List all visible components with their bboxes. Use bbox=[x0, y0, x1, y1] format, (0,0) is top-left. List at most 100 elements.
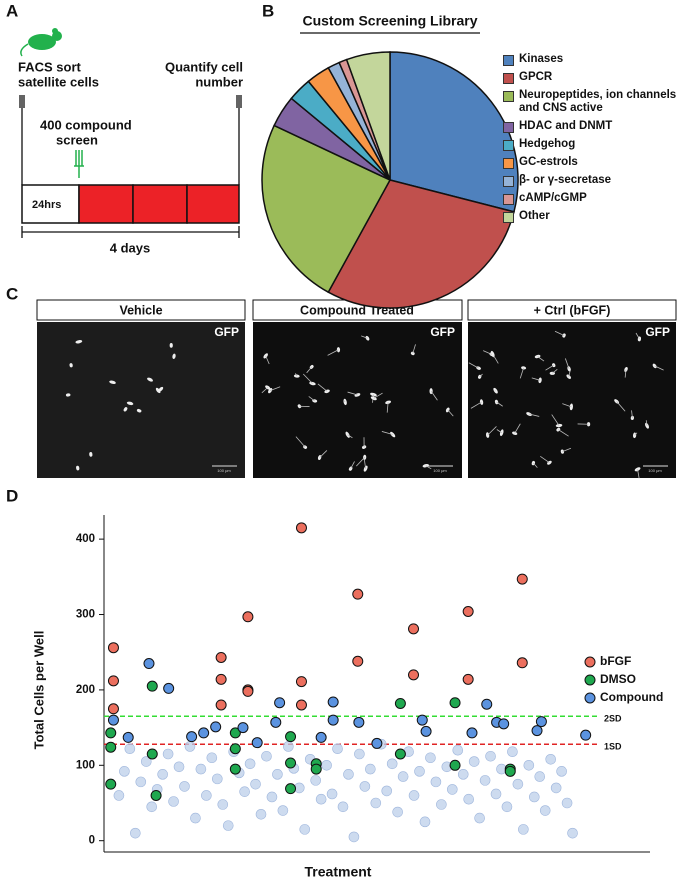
cell-process bbox=[356, 457, 365, 467]
cell-process bbox=[537, 356, 545, 362]
legend-item: Neuropeptides, ion channels and CNS acti… bbox=[503, 89, 681, 115]
data-point bbox=[531, 725, 543, 737]
screen-point bbox=[190, 812, 201, 824]
screen-point bbox=[157, 769, 168, 780]
cell bbox=[109, 380, 116, 385]
cell bbox=[123, 407, 128, 412]
screen-point bbox=[381, 785, 393, 797]
cell-process bbox=[531, 377, 541, 381]
legend-label: Hedgehog bbox=[519, 138, 576, 150]
cell-process bbox=[528, 413, 540, 417]
micrograph bbox=[468, 322, 676, 478]
cell-process bbox=[430, 390, 438, 401]
data-point bbox=[215, 651, 227, 663]
cell-process bbox=[637, 469, 640, 479]
screen-point bbox=[261, 750, 272, 762]
image-header bbox=[467, 299, 677, 321]
data-point bbox=[285, 783, 297, 795]
cell-process bbox=[551, 414, 560, 426]
legend-label: Compound bbox=[600, 690, 663, 704]
screen-point bbox=[425, 752, 436, 764]
timeline-label: 24hrs bbox=[32, 199, 61, 211]
cell bbox=[169, 342, 173, 348]
cell bbox=[172, 353, 176, 360]
cell-process bbox=[552, 369, 558, 374]
screen-point bbox=[534, 771, 546, 782]
screen-point bbox=[299, 824, 311, 835]
data-point bbox=[516, 573, 528, 585]
data-point bbox=[315, 731, 327, 743]
y-tick-label: 400 bbox=[76, 533, 95, 545]
image-title: + Ctrl (bFGF) bbox=[534, 303, 611, 317]
legend-marker bbox=[584, 674, 596, 686]
screen-point bbox=[365, 763, 376, 775]
cell-process bbox=[654, 365, 664, 371]
screen-point bbox=[512, 778, 524, 790]
data-point bbox=[481, 698, 493, 710]
micrograph bbox=[253, 322, 462, 478]
scale-label: 100 μm bbox=[217, 468, 231, 473]
cell bbox=[147, 377, 153, 382]
cell-process bbox=[470, 401, 482, 409]
data-point bbox=[229, 743, 241, 755]
y-axis-label: Total Cells per Well bbox=[31, 631, 46, 750]
legend-item: Hedgehog bbox=[503, 138, 681, 151]
screen-point bbox=[523, 759, 535, 771]
cell-process bbox=[386, 402, 389, 413]
pie-slice bbox=[327, 179, 515, 309]
data-point bbox=[107, 675, 119, 687]
legend-label: GC-estrols bbox=[519, 156, 578, 168]
screen-point bbox=[457, 769, 469, 780]
data-point bbox=[229, 727, 241, 739]
data-point bbox=[105, 778, 117, 790]
screen-point bbox=[113, 790, 125, 801]
screen-point bbox=[348, 831, 360, 843]
screen-point bbox=[501, 801, 513, 813]
screen-point bbox=[206, 752, 218, 764]
screen-point bbox=[545, 753, 556, 765]
channel-label: GFP bbox=[214, 325, 239, 339]
data-point bbox=[352, 588, 364, 600]
data-point bbox=[274, 697, 286, 709]
cell bbox=[76, 465, 80, 471]
data-point bbox=[270, 716, 282, 728]
cell bbox=[75, 340, 83, 344]
screen-point bbox=[130, 827, 141, 839]
screen-point bbox=[212, 773, 223, 785]
cell-process bbox=[562, 447, 572, 452]
legend-label: DMSO bbox=[600, 672, 636, 686]
screen-point bbox=[447, 784, 458, 795]
screen-point bbox=[244, 758, 256, 770]
legend-item: Kinases bbox=[503, 53, 681, 66]
screen-point bbox=[343, 769, 354, 780]
cell-process bbox=[545, 364, 554, 371]
data-point bbox=[353, 716, 365, 728]
data-point bbox=[251, 737, 263, 749]
data-point bbox=[394, 697, 406, 709]
cell-process bbox=[496, 429, 502, 434]
panel-label: C bbox=[6, 284, 18, 303]
screen-point bbox=[135, 776, 147, 788]
cell bbox=[126, 401, 134, 406]
legend-label: bFGF bbox=[600, 654, 631, 668]
cell-process bbox=[350, 461, 355, 469]
data-point bbox=[146, 680, 158, 692]
screen-point bbox=[518, 824, 529, 835]
data-point bbox=[352, 655, 364, 667]
screen-point bbox=[315, 793, 327, 805]
data-point bbox=[498, 718, 510, 730]
cell-process bbox=[347, 434, 353, 439]
cell-process bbox=[425, 465, 432, 470]
pie-slice bbox=[389, 51, 519, 213]
screen-point bbox=[479, 775, 491, 786]
screen-point bbox=[168, 796, 179, 807]
pie-slice bbox=[261, 124, 392, 294]
cell-process bbox=[514, 423, 521, 434]
legend-item: GC-estrols bbox=[503, 156, 681, 169]
legend-swatch bbox=[503, 212, 514, 223]
cell-process bbox=[554, 330, 565, 336]
cell-process bbox=[564, 358, 570, 369]
screen-point bbox=[162, 748, 174, 760]
timeline bbox=[19, 95, 242, 238]
screen-point bbox=[332, 743, 343, 755]
